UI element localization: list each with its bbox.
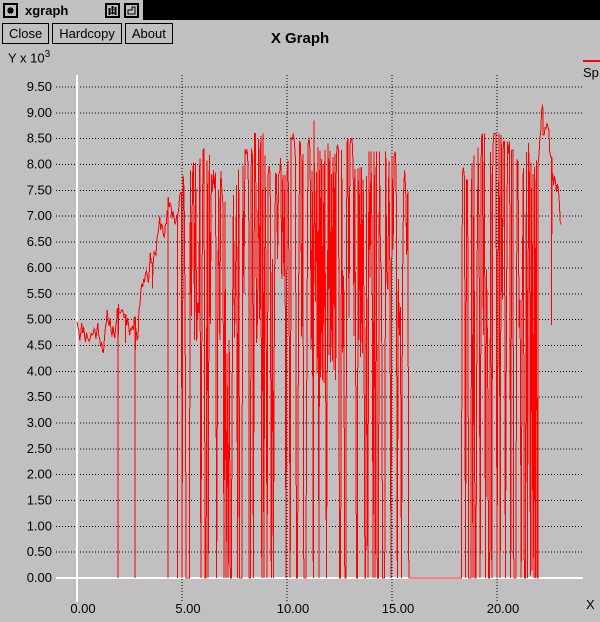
legend-label: Sp xyxy=(583,65,599,80)
x-tick-label: 0.00 xyxy=(70,601,95,616)
window-title: xgraph xyxy=(25,2,69,18)
y-tick-label: 3.50 xyxy=(27,389,52,404)
x-tick-label: 10.00 xyxy=(277,601,310,616)
y-tick-label: 1.50 xyxy=(27,492,52,507)
x-tick-label: 20.00 xyxy=(487,601,520,616)
toolbar: Close Hardcopy About xyxy=(2,23,173,44)
y-tick-label: 4.50 xyxy=(27,337,52,352)
y-axis-unit-label: Y x 103 xyxy=(8,49,50,65)
y-tick-label: 5.00 xyxy=(27,312,52,327)
y-axis-unit-base: Y x 10 xyxy=(8,50,45,66)
y-tick-label: 0.50 xyxy=(27,544,52,559)
titlebar[interactable]: xgraph xyxy=(0,0,600,20)
y-tick-label: 8.00 xyxy=(27,157,52,172)
y-tick-label: 9.50 xyxy=(27,79,52,94)
close-button[interactable]: Close xyxy=(2,23,50,44)
titlebar-title-area[interactable]: xgraph xyxy=(0,0,143,20)
x-axis-title: X xyxy=(586,597,595,612)
y-tick-label: 6.50 xyxy=(27,234,52,249)
resize-icon[interactable] xyxy=(124,2,139,18)
y-tick-label: 7.50 xyxy=(27,182,52,197)
y-tick-label: 3.00 xyxy=(27,415,52,430)
y-tick-label: 1.00 xyxy=(27,518,52,533)
y-tick-label: 8.50 xyxy=(27,131,52,146)
x-tick-label: 5.00 xyxy=(175,601,200,616)
y-tick-label: 5.50 xyxy=(27,286,52,301)
y-tick-label: 4.00 xyxy=(27,363,52,378)
legend-color-line xyxy=(583,60,600,62)
x-tick-label: 15.00 xyxy=(382,601,415,616)
titlebar-fill[interactable] xyxy=(143,0,600,20)
hardcopy-button[interactable]: Hardcopy xyxy=(52,23,122,44)
window-menu-icon[interactable] xyxy=(3,2,18,18)
about-button[interactable]: About xyxy=(124,23,173,44)
y-tick-label: 6.00 xyxy=(27,260,52,275)
legend: Sp xyxy=(583,60,600,82)
series-line xyxy=(76,104,562,580)
graph-title: X Graph xyxy=(270,30,330,47)
y-tick-label: 2.50 xyxy=(27,441,52,456)
y-tick-label: 2.00 xyxy=(27,467,52,482)
y-axis-unit-exponent: 3 xyxy=(44,49,51,60)
y-tick-label: 7.00 xyxy=(27,208,52,223)
iconify-icon[interactable] xyxy=(105,2,120,18)
y-tick-label: 9.00 xyxy=(27,105,52,120)
y-tick-label: 0.00 xyxy=(27,570,52,585)
